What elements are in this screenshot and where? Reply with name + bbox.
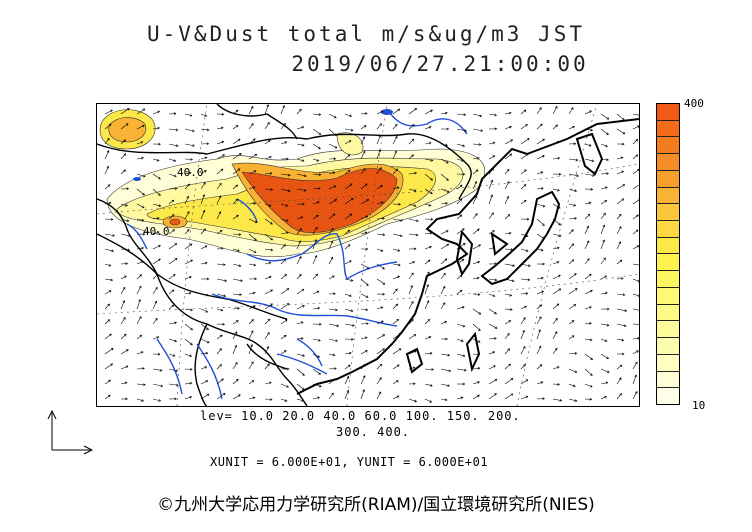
color-scale-segment <box>657 221 679 238</box>
copyright-credit: ©九州大学応用力学研究所(RIAM)/国立環境研究所(NIES) <box>157 495 595 515</box>
color-scale-segment <box>657 104 679 121</box>
color-scale-segment <box>657 154 679 171</box>
color-scale-segment <box>657 304 679 322</box>
color-scale-min-label: 10 <box>692 399 706 412</box>
wind-vector-field <box>104 104 639 403</box>
color-scale-segment <box>657 254 679 272</box>
dust-map[interactable]: 40.0 40.0 <box>96 103 640 407</box>
contour-levels-line1: lev= 10.0 20.0 40.0 60.0 100. 150. 200. <box>200 409 521 423</box>
dust-concentration-fill <box>99 109 486 258</box>
contour-levels-line2: 300. 400. <box>336 425 411 439</box>
color-scale-segment <box>657 287 679 305</box>
vector-units: XUNIT = 6.000E+01, YUNIT = 6.000E+01 <box>210 455 489 469</box>
rivers <box>126 108 468 400</box>
color-scale-max-label: 400 <box>684 97 704 110</box>
color-scale-segment <box>657 388 679 404</box>
reference-vector-icon <box>47 409 94 455</box>
lakes <box>133 109 393 181</box>
contour-label-west: 40.0 <box>143 225 170 238</box>
color-scale-segment <box>657 371 679 389</box>
color-scale-segment <box>657 204 679 222</box>
color-scale-segment <box>657 354 679 372</box>
color-scale-segment <box>657 187 679 205</box>
color-scale-segment <box>657 338 679 355</box>
graticule <box>97 104 639 406</box>
color-scale-segment <box>657 271 679 288</box>
color-scale-segment <box>657 137 679 155</box>
color-scale-segment <box>657 237 679 255</box>
color-scale-segment <box>657 120 679 138</box>
map-title: U-V&Dust total m/s&ug/m3 JST <box>146 22 585 46</box>
color-scale-segment <box>657 170 679 188</box>
coastlines <box>296 118 639 395</box>
concentration-color-scale <box>656 103 680 405</box>
color-scale-segment <box>657 321 679 339</box>
forecast-timestamp: 2019/06/27.21:00:00 <box>291 52 589 76</box>
